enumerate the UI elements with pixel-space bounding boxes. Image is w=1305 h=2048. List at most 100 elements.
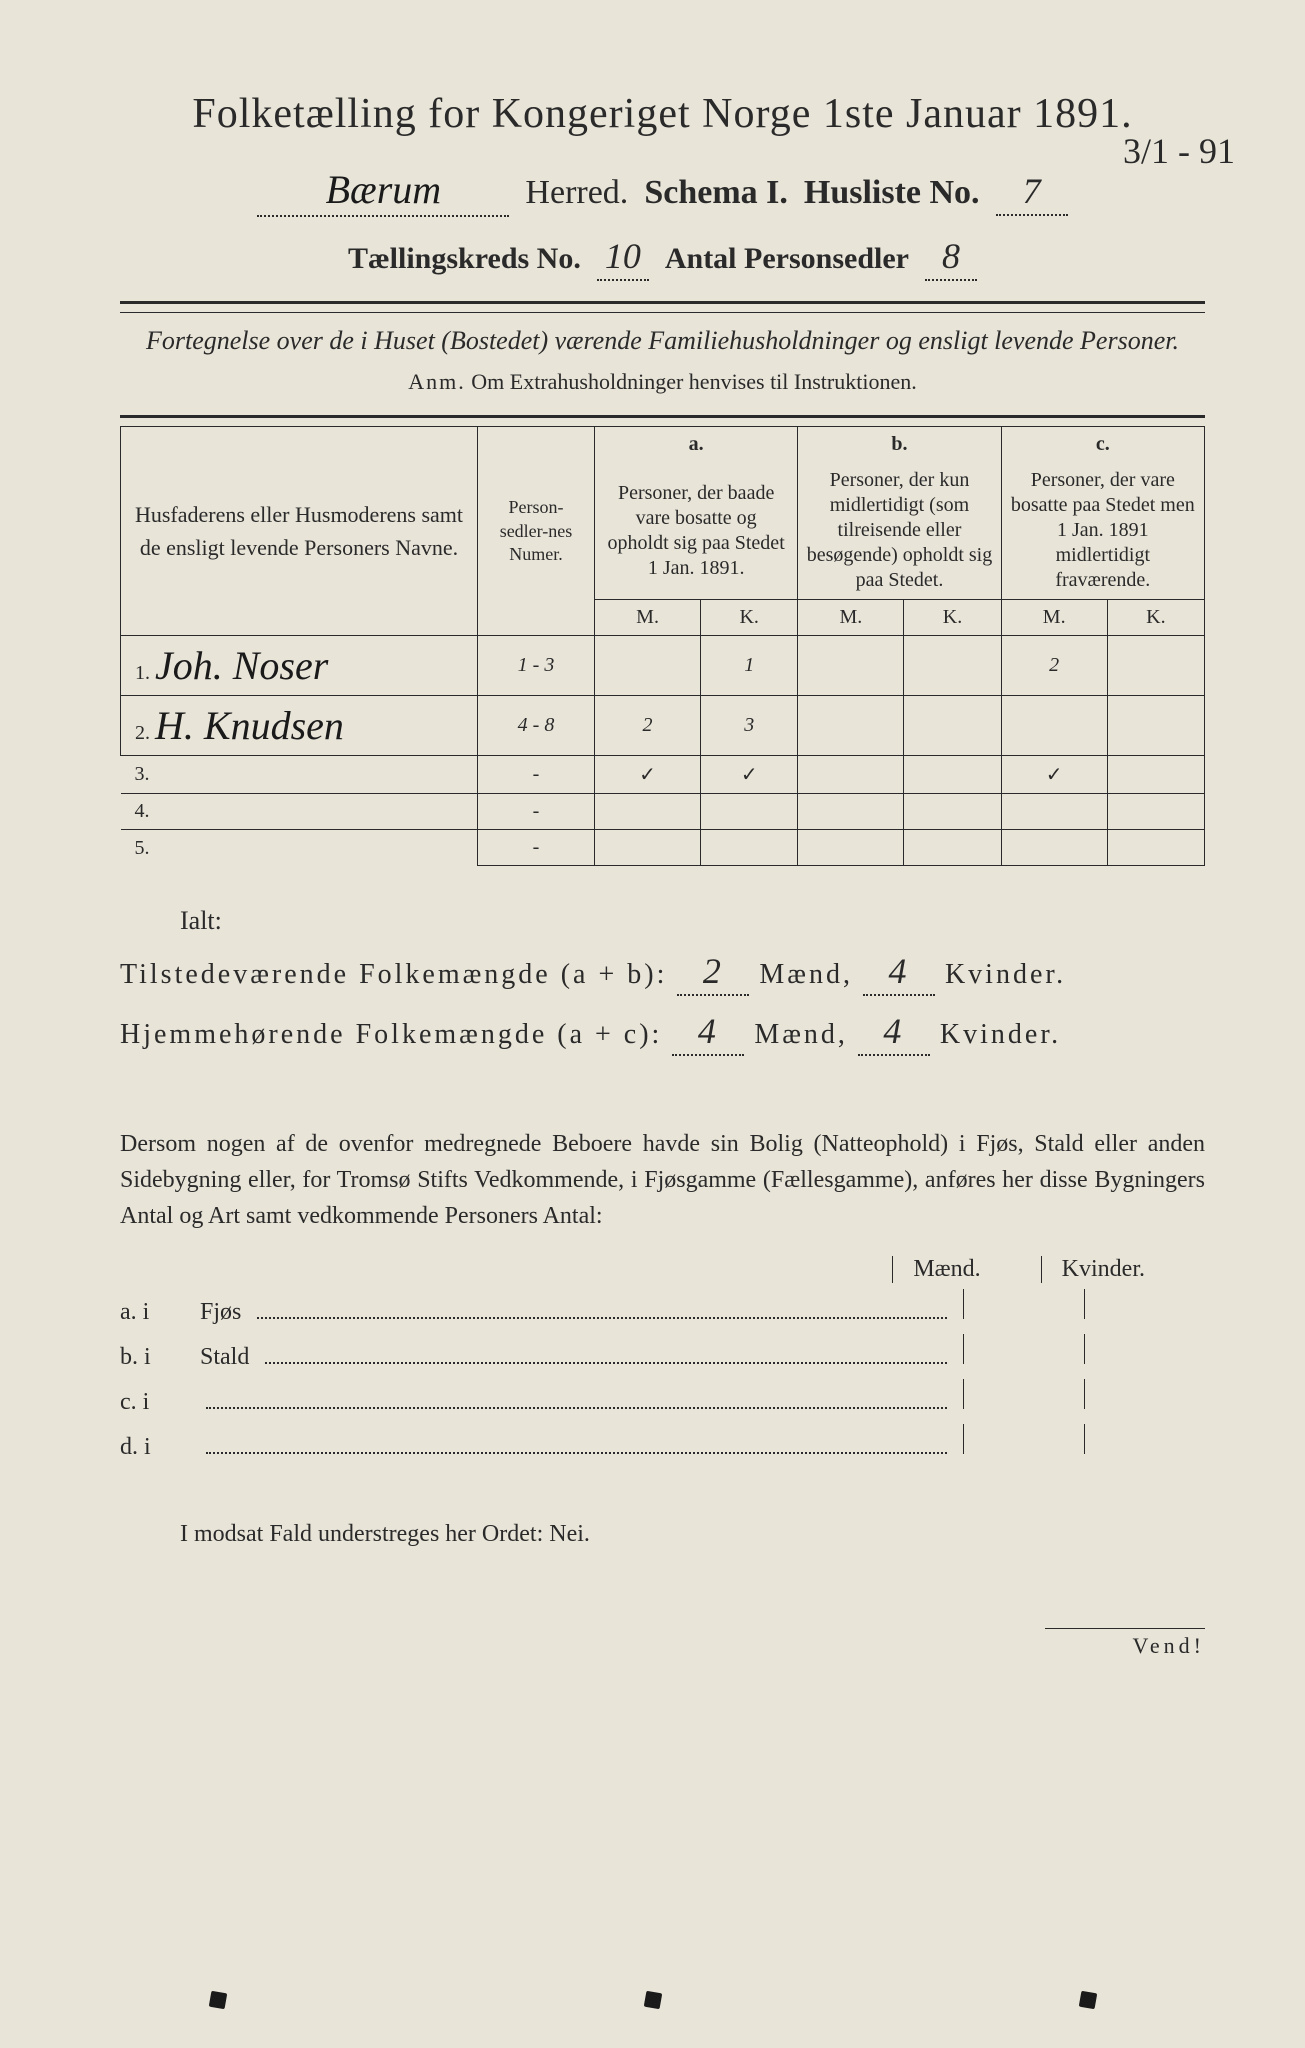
hjemme-k: 4 [858,1010,930,1056]
kvinder-label: Kvinder. [940,1019,1061,1050]
mk-k-c: K. [1107,600,1204,636]
row-bm [798,696,904,756]
row-bk [904,830,1001,866]
sub-row-b: b. i Stald [120,1334,1205,1371]
page-title: Folketælling for Kongeriget Norge 1ste J… [120,90,1205,138]
row-ak [701,794,798,830]
kreds-label: Tællingskreds No. [348,242,581,276]
sub-maend: Mænd. [892,1256,980,1283]
row-ak: 3 [701,696,798,756]
row-bm [798,794,904,830]
row-ck [1107,830,1204,866]
divider [120,301,1205,304]
hole-icon [1078,1991,1097,2010]
row-ck [1107,636,1204,696]
mk-m-c: M. [1001,600,1107,636]
row-bm [798,636,904,696]
table-row: 2. H. Knudsen 4 - 8 2 3 [121,696,1205,756]
husliste-label: Husliste No. [804,174,980,212]
row-numer: - [478,794,595,830]
antal-value: 8 [925,235,977,281]
vend-label: Vend! [1045,1628,1205,1659]
paragraph: Dersom nogen af de ovenfor medregnede Be… [120,1126,1205,1234]
mk-cells [963,1334,1205,1364]
row-am [595,830,701,866]
header-line-3: Tællingskreds No. 10 Antal Personsedler … [120,235,1205,281]
col-c-text: Personer, der vare bosatte paa Stedet me… [1001,462,1204,600]
dotted-fill [265,1362,947,1364]
schema-label: Schema I. [644,174,788,212]
row-name: 3. [121,756,478,794]
husliste-value: 7 [996,170,1068,216]
row-bk [904,696,1001,756]
kreds-value: 10 [597,235,649,281]
anm-text: Om Extrahusholdninger henvises til Instr… [471,369,916,394]
table-row: 4. - [121,794,1205,830]
row-name: 5. [121,830,478,866]
sub-d: d. i [120,1434,190,1461]
row-bm [798,830,904,866]
col-a-label: a. [689,433,704,455]
row-bm [798,756,904,794]
row-bk [904,794,1001,830]
sub-b-label: Stald [200,1344,249,1371]
sub-row-d: d. i [120,1424,1205,1461]
sub-kvinder: Kvinder. [1041,1256,1145,1283]
row-am [595,794,701,830]
mk-cells [963,1424,1205,1454]
mk-cells [963,1289,1205,1319]
row-ak: 1 [701,636,798,696]
sub-a-label: Fjøs [200,1299,241,1326]
row-cm [1001,794,1107,830]
row-cm [1001,830,1107,866]
row-bk [904,636,1001,696]
row-name: 1. Joh. Noser [121,636,478,696]
hole-icon [208,1991,227,2010]
ialt-label: Ialt: [180,906,1205,936]
maend-label: Mænd, [754,1019,848,1050]
date-annotation: 3/1 - 91 [1123,130,1235,172]
mk-k-a: K. [701,600,798,636]
herred-label: Herred. [525,174,628,212]
main-table: Husfaderens eller Husmoderens samt de en… [120,426,1205,866]
hjemme-label: Hjemmehørende Folkemængde (a + c): [120,1019,662,1050]
dotted-fill [206,1407,947,1409]
antal-label: Antal Personsedler [665,242,909,276]
census-form-page: Folketælling for Kongeriget Norge 1ste J… [0,0,1305,2048]
col-c-label: c. [1096,433,1110,455]
row-numer: - [478,830,595,866]
col-b-text: Personer, der kun midlertidigt (som tilr… [798,462,1001,600]
table-row: 1. Joh. Noser 1 - 3 1 2 [121,636,1205,696]
table-header-row-1: Husfaderens eller Husmoderens samt de en… [121,427,1205,463]
col-a-text: Personer, der baade vare bosatte og opho… [595,462,798,600]
row-ak [701,830,798,866]
col-b-label: b. [891,433,907,455]
tilstede-label: Tilstedeværende Folkemængde (a + b): [120,959,667,990]
row-name: 2. H. Knudsen [121,696,478,756]
col-name-header: Husfaderens eller Husmoderens samt de en… [121,427,478,636]
row-numer: - [478,756,595,794]
table-row: 5. - [121,830,1205,866]
dotted-fill [257,1317,947,1319]
sub-mk-header: Mænd. Kvinder. [120,1256,1145,1283]
hjemme-line: Hjemmehørende Folkemængde (a + c): 4 Mæn… [120,1010,1205,1056]
hjemme-m: 4 [672,1010,744,1056]
binding-holes [0,1992,1305,2008]
row-cm: 2 [1001,636,1107,696]
sub-row-c: c. i [120,1379,1205,1416]
col-numer-header: Person-sedler-nes Numer. [478,427,595,636]
table-row: 3. - ✓ ✓ ✓ [121,756,1205,794]
kvinder-label: Kvinder. [945,959,1066,990]
nei-line: I modsat Fald understreges her Ordet: Ne… [180,1521,1205,1548]
sub-row-a: a. i Fjøs [120,1289,1205,1326]
row-name: 4. [121,794,478,830]
row-numer: 1 - 3 [478,636,595,696]
dotted-fill [206,1452,947,1454]
row-am [595,636,701,696]
tilstede-m: 2 [677,950,749,996]
row-ck [1107,756,1204,794]
sub-a: a. i [120,1299,190,1326]
anm-label: Anm. [408,369,466,394]
hole-icon [643,1991,662,2010]
subtitle: Fortegnelse over de i Huset (Bostedet) v… [120,323,1205,359]
